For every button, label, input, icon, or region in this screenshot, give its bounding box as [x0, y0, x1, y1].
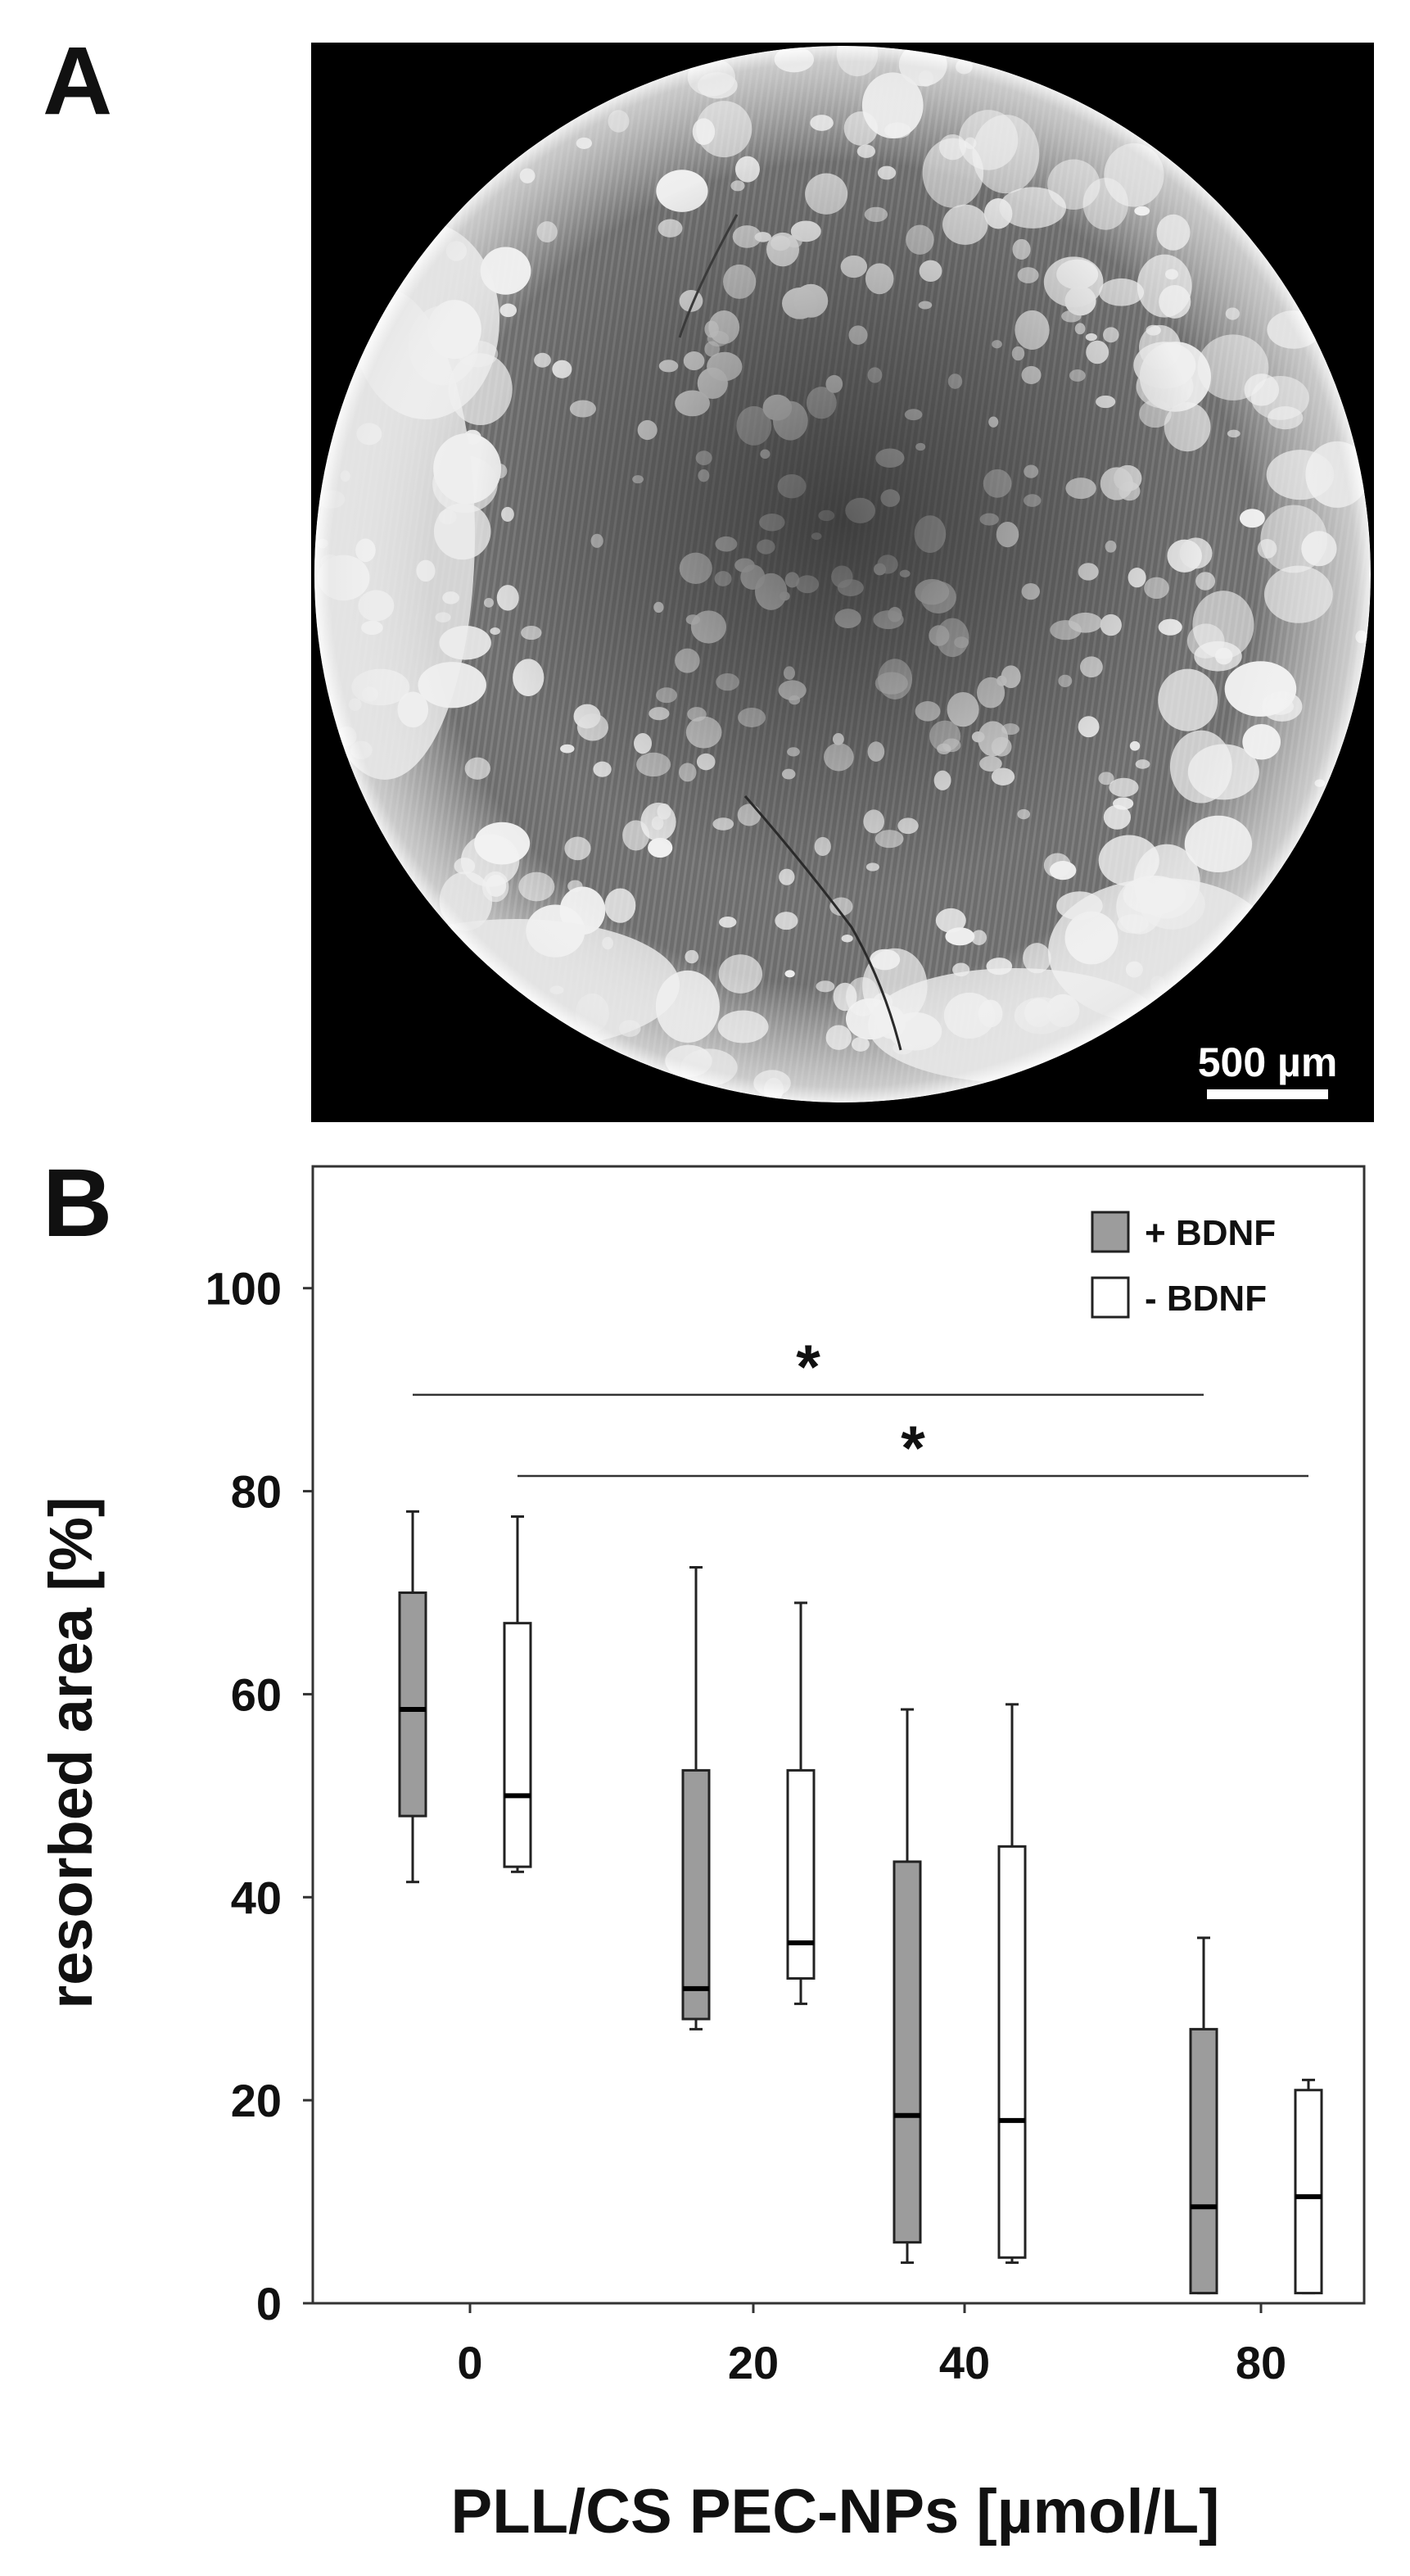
box-plus-bdnf	[1189, 1936, 1218, 2295]
box-minus-bdnf	[1294, 2078, 1323, 2295]
micrograph-image: 500 µm	[311, 43, 1374, 1122]
x-tick-label: 0	[457, 2337, 482, 2388]
plot-frame	[311, 1165, 1366, 2305]
scale-bar	[1207, 1089, 1328, 1099]
box-iqr	[1189, 2027, 1218, 2295]
micrograph-panel: 500 µm	[311, 43, 1374, 1122]
box-iqr	[503, 1622, 532, 1868]
legend-label: + BDNF	[1145, 1213, 1276, 1253]
significance-markers: **	[413, 1333, 1308, 1483]
box-minus-bdnf	[997, 1703, 1027, 2264]
box-plus-bdnf	[681, 1566, 711, 2030]
x-axis: 0 20 40 80	[457, 2303, 1286, 2388]
box-plus-bdnf	[893, 1708, 922, 2264]
y-tick-label: 100	[206, 1263, 282, 1315]
y-tick-label: 60	[231, 1668, 282, 1720]
box-iqr	[681, 1768, 711, 2021]
scale-bar-label: 500 µm	[1198, 1039, 1338, 1085]
significance-asterisk: *	[901, 1414, 925, 1483]
box-series	[398, 1510, 1323, 2295]
y-axis-label: resorbed area [%]	[37, 1496, 105, 2008]
y-tick-label: 40	[231, 1872, 282, 1923]
box-iqr	[398, 1591, 427, 1818]
y-tick-label: 80	[231, 1466, 282, 1518]
box-iqr	[893, 1860, 922, 2244]
box-minus-bdnf	[786, 1601, 816, 2005]
box-iqr	[786, 1768, 816, 1980]
significance-asterisk: *	[796, 1333, 820, 1402]
box-iqr	[1294, 2089, 1323, 2295]
y-tick-label: 20	[231, 2075, 282, 2126]
x-tick-label: 80	[1236, 2337, 1286, 2388]
y-tick-label: 0	[256, 2278, 282, 2329]
legend-label: - BDNF	[1145, 1279, 1267, 1319]
legend-swatch	[1091, 1211, 1130, 1253]
box-minus-bdnf	[503, 1515, 532, 1873]
panel-label-b: B	[43, 1149, 113, 1257]
x-tick-label: 20	[728, 2337, 779, 2388]
box-plus-bdnf	[398, 1510, 427, 1884]
chart-panel: 0 20 40 60 80 100 0 20 40 80 * * + BDNF - BDNF res…	[0, 1130, 1410, 2572]
legend-swatch	[1091, 1276, 1130, 1319]
x-tick-label: 40	[939, 2337, 990, 2388]
legend: + BDNF - BDNF	[1091, 1211, 1276, 1319]
y-axis: 0 20 40 60 80 100	[206, 1263, 313, 2329]
panel-label-a: A	[43, 27, 113, 135]
x-axis-label: PLL/CS PEC-NPs [µmol/L]	[451, 2477, 1220, 2547]
box-iqr	[997, 1845, 1027, 2259]
